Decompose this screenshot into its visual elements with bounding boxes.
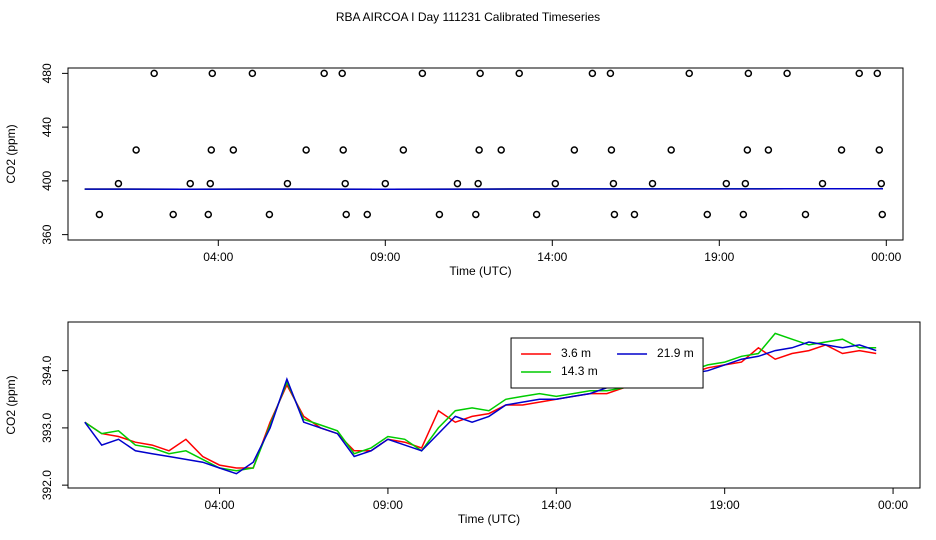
point <box>435 210 444 219</box>
y-tick-label: 400 <box>40 171 54 191</box>
point <box>648 179 657 188</box>
series-line <box>84 187 884 191</box>
point <box>114 179 123 188</box>
x-tick-label: 14:00 <box>541 498 571 512</box>
point <box>95 210 104 219</box>
point <box>610 210 619 219</box>
point <box>739 210 748 219</box>
y-axis-label: CO2 (ppm) <box>4 124 18 183</box>
point <box>551 179 560 188</box>
point <box>685 69 693 78</box>
point <box>818 179 827 188</box>
point <box>801 210 810 219</box>
y-tick-label: 393.0 <box>40 413 54 443</box>
point <box>207 146 216 154</box>
y-tick-label: 480 <box>40 63 54 83</box>
plot-frame <box>67 321 921 489</box>
point <box>878 210 887 219</box>
x-tick-label: 19:00 <box>710 498 740 512</box>
legend-label: 14.3 m <box>561 364 598 378</box>
y-tick-label: 392.0 <box>40 470 54 500</box>
point <box>169 210 177 219</box>
point <box>606 69 615 78</box>
point <box>186 179 194 188</box>
point <box>302 146 310 154</box>
point <box>338 69 346 78</box>
point <box>609 179 618 188</box>
point <box>515 69 523 78</box>
x-tick-label: 00:00 <box>871 250 901 264</box>
point <box>208 69 217 78</box>
x-tick-label: 19:00 <box>704 250 734 264</box>
point <box>475 146 483 154</box>
point <box>474 179 482 188</box>
point <box>381 179 390 188</box>
point <box>837 146 846 154</box>
point <box>204 210 213 219</box>
point <box>418 69 427 78</box>
x-tick-label: 14:00 <box>537 250 567 264</box>
point <box>229 146 238 154</box>
point <box>783 69 791 78</box>
point <box>744 69 753 78</box>
point <box>630 210 639 219</box>
point <box>453 179 462 188</box>
point <box>532 210 541 219</box>
point <box>497 146 505 154</box>
legend-box <box>510 337 704 389</box>
y-tick-label: 440 <box>40 117 54 137</box>
plot-frame <box>67 67 904 241</box>
point <box>132 146 140 154</box>
point <box>320 69 328 78</box>
series-line <box>84 344 877 469</box>
point <box>476 69 484 78</box>
legend-label: 3.6 m <box>561 346 591 360</box>
x-tick-label: 00:00 <box>878 498 908 512</box>
point <box>570 146 579 154</box>
y-tick-label: 394.0 <box>40 355 54 385</box>
point <box>363 210 372 219</box>
point <box>667 146 675 154</box>
x-axis-label: Time (UTC) <box>449 264 511 278</box>
point <box>741 179 750 188</box>
point <box>206 179 215 188</box>
point <box>342 210 350 219</box>
x-tick-label: 09:00 <box>373 498 403 512</box>
point <box>283 179 292 188</box>
point <box>588 69 597 78</box>
point <box>873 69 882 78</box>
point <box>877 179 886 188</box>
point <box>743 146 752 154</box>
series-line <box>84 341 877 475</box>
series-line <box>84 332 877 472</box>
point <box>472 210 480 219</box>
y-tick-label: 360 <box>40 224 54 244</box>
x-axis-label: Time (UTC) <box>458 512 520 526</box>
point <box>764 146 773 154</box>
point <box>703 210 712 219</box>
point <box>248 69 257 78</box>
point <box>265 210 274 219</box>
y-axis-label: CO2 (ppm) <box>4 375 18 434</box>
legend-label: 21.9 m <box>657 346 694 360</box>
point <box>722 179 731 188</box>
x-tick-label: 04:00 <box>205 498 235 512</box>
figure-title: RBA AIRCOA I Day 111231 Calibrated Times… <box>336 10 600 24</box>
point <box>341 179 349 188</box>
point <box>855 69 863 78</box>
point <box>875 146 884 154</box>
x-tick-label: 09:00 <box>370 250 400 264</box>
x-tick-label: 04:00 <box>203 250 233 264</box>
point <box>399 146 408 154</box>
point <box>607 146 616 154</box>
point <box>150 69 158 78</box>
point <box>339 146 347 154</box>
